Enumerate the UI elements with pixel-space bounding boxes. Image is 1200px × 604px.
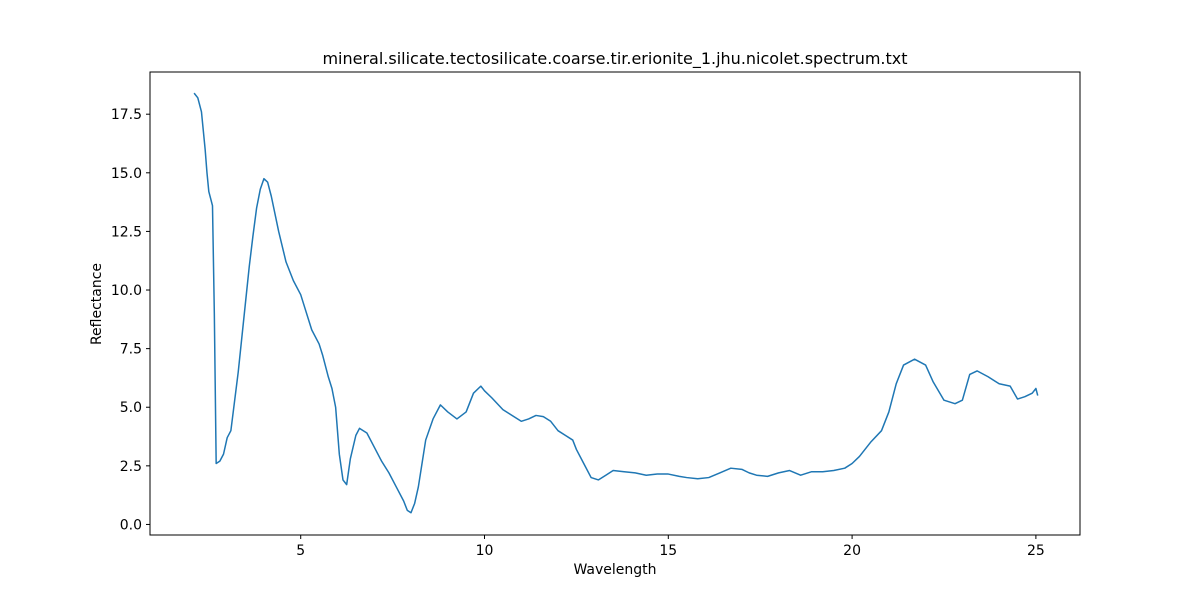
x-tick-label: 15 [659, 543, 677, 559]
y-tick-label: 12.5 [111, 224, 142, 240]
x-tick-label: 5 [296, 543, 305, 559]
y-tick-label: 2.5 [120, 459, 142, 475]
x-tick-label: 20 [843, 543, 861, 559]
y-tick-label: 10.0 [111, 283, 142, 299]
y-tick-label: 0.0 [120, 517, 142, 533]
spectrum-line [193, 92, 1039, 514]
y-tick-label: 15.0 [111, 166, 142, 182]
y-tick-label: 17.5 [111, 107, 142, 123]
x-tick-label: 10 [476, 543, 494, 559]
y-axis-label: Reflectance [89, 263, 105, 345]
x-axis-label: Wavelength [573, 562, 656, 578]
chart-title: mineral.silicate.tectosilicate.coarse.ti… [322, 49, 907, 69]
plot-frame [149, 71, 1081, 536]
x-tick-label: 25 [1027, 543, 1045, 559]
y-tick-label: 5.0 [120, 400, 142, 416]
y-tick-label: 7.5 [120, 342, 142, 358]
